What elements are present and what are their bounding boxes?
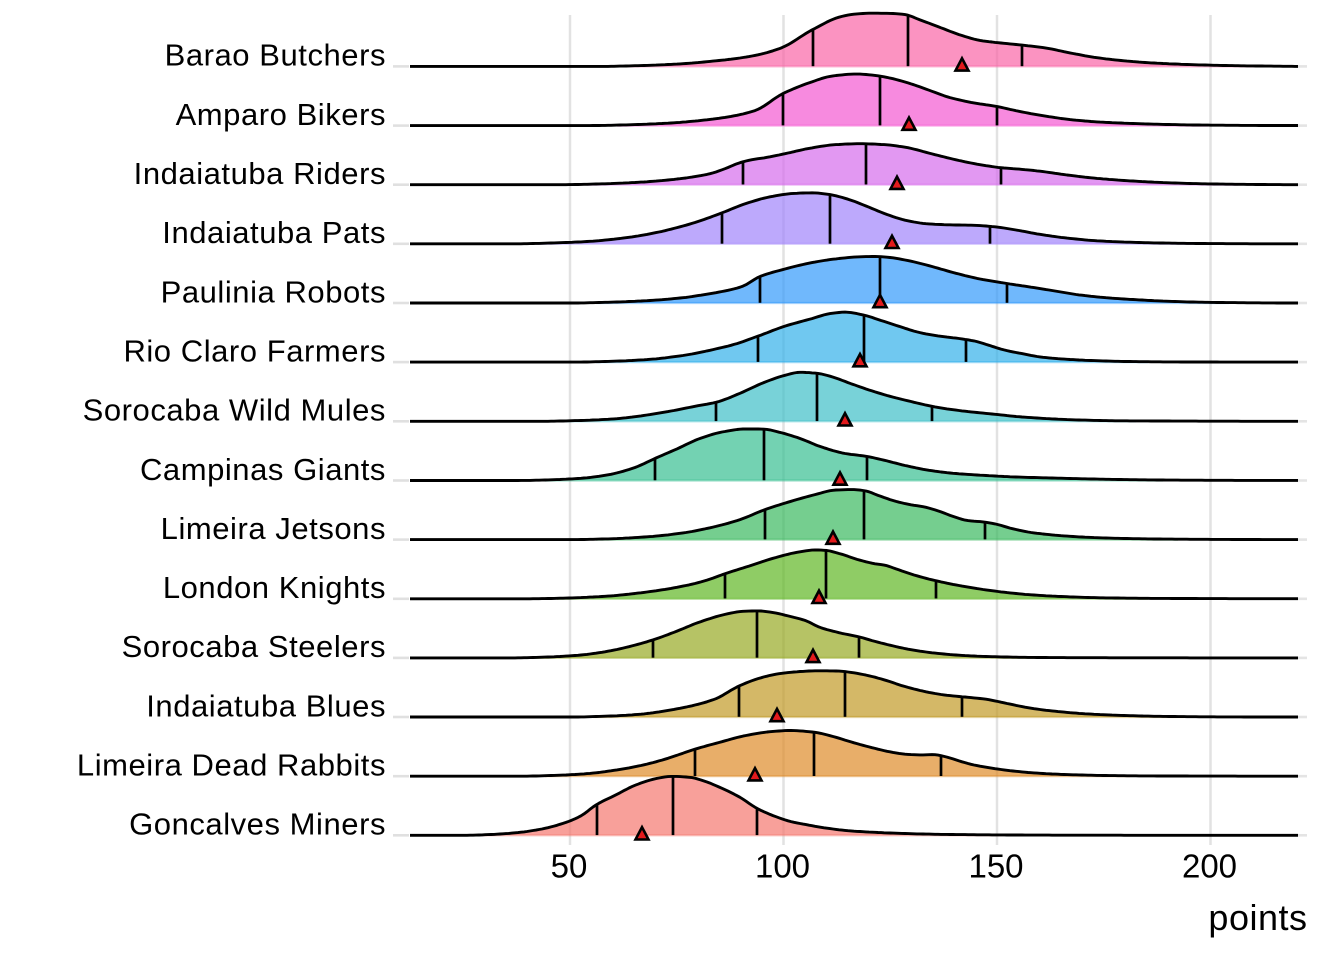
svg-text:200: 200 xyxy=(1182,848,1237,885)
svg-text:Paulinia Robots: Paulinia Robots xyxy=(161,274,386,309)
svg-text:Barao Butchers: Barao Butchers xyxy=(165,38,386,73)
svg-text:Rio Claro Farmers: Rio Claro Farmers xyxy=(123,333,386,368)
svg-text:100: 100 xyxy=(755,848,810,885)
svg-text:Sorocaba Wild Mules: Sorocaba Wild Mules xyxy=(83,393,386,428)
svg-text:Limeira Jetsons: Limeira Jetsons xyxy=(161,511,386,546)
svg-text:Indaiatuba Riders: Indaiatuba Riders xyxy=(134,156,386,191)
svg-text:Sorocaba Steelers: Sorocaba Steelers xyxy=(122,629,386,664)
svg-text:Goncalves Miners: Goncalves Miners xyxy=(129,807,386,842)
svg-text:50: 50 xyxy=(551,848,588,885)
svg-text:Campinas Giants: Campinas Giants xyxy=(140,452,386,487)
svg-text:points: points xyxy=(1208,897,1307,938)
svg-text:London Knights: London Knights xyxy=(163,570,386,605)
svg-text:Indaiatuba Blues: Indaiatuba Blues xyxy=(146,688,386,723)
svg-text:Limeira Dead Rabbits: Limeira Dead Rabbits xyxy=(77,748,386,783)
svg-text:Indaiatuba Pats: Indaiatuba Pats xyxy=(162,215,386,250)
svg-text:150: 150 xyxy=(968,848,1023,885)
svg-text:Amparo Bikers: Amparo Bikers xyxy=(176,97,386,132)
